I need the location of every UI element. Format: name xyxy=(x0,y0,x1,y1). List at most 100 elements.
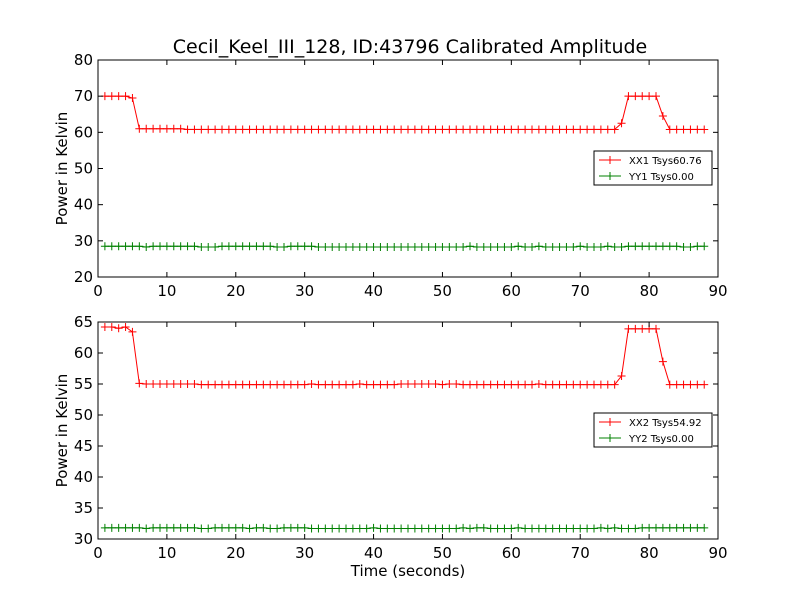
x-tick-label: 0 xyxy=(93,282,103,300)
data-point xyxy=(672,242,681,251)
data-point xyxy=(252,125,261,134)
data-point xyxy=(596,523,605,532)
data-point xyxy=(452,125,461,134)
data-point xyxy=(321,242,330,251)
data-point xyxy=(100,242,109,251)
data-point xyxy=(548,125,557,134)
data-point xyxy=(410,242,419,251)
y-tick-label: 60 xyxy=(74,123,93,141)
data-point xyxy=(342,125,350,134)
data-point xyxy=(479,523,488,532)
data-point xyxy=(176,380,185,388)
data-point xyxy=(397,242,406,251)
data-point xyxy=(328,125,337,134)
data-point xyxy=(197,380,206,389)
legend-box xyxy=(593,150,713,186)
data-point xyxy=(211,125,220,134)
data-point xyxy=(286,242,295,251)
data-point xyxy=(610,380,619,389)
data-point xyxy=(342,524,350,533)
data-point xyxy=(135,379,144,388)
data-point xyxy=(624,324,633,333)
data-point xyxy=(355,524,364,533)
data-point xyxy=(135,523,144,532)
data-point xyxy=(438,524,447,533)
data-point xyxy=(176,523,185,532)
x-tick-label: 70 xyxy=(571,544,590,562)
x-tick-label: 30 xyxy=(295,282,314,300)
data-point xyxy=(479,125,488,134)
x-tick-label: 40 xyxy=(364,544,383,562)
data-point xyxy=(362,524,371,533)
data-point xyxy=(445,125,454,134)
data-point xyxy=(218,125,226,134)
data-point xyxy=(211,242,220,251)
data-point xyxy=(383,125,392,134)
data-point xyxy=(466,125,474,134)
series-yy2 xyxy=(100,523,709,533)
data-point xyxy=(431,524,440,533)
legend-entry: XX1 Tsys60.76 xyxy=(629,156,702,167)
data-point xyxy=(466,524,474,533)
data-point xyxy=(245,125,254,134)
data-point xyxy=(107,523,116,532)
legend: XX1 Tsys60.76 YY1 Tsys0.00 xyxy=(593,150,713,186)
data-point xyxy=(259,380,268,389)
data-point xyxy=(404,242,412,251)
data-point xyxy=(658,523,667,532)
data-point xyxy=(224,380,233,389)
data-point xyxy=(224,523,233,532)
data-point xyxy=(307,380,316,388)
data-point xyxy=(521,380,530,389)
data-point xyxy=(555,380,564,389)
data-point xyxy=(286,380,295,389)
data-point xyxy=(107,242,116,251)
data-point xyxy=(686,125,695,134)
data-point xyxy=(596,242,605,251)
data-point xyxy=(652,324,660,333)
data-point xyxy=(321,524,330,533)
data-point xyxy=(596,380,605,389)
data-point xyxy=(624,524,633,533)
data-point xyxy=(231,380,240,389)
data-point xyxy=(107,322,116,331)
data-point xyxy=(466,380,474,389)
data-point xyxy=(142,124,151,133)
data-point xyxy=(183,125,192,134)
data-point xyxy=(583,242,592,251)
data-point xyxy=(610,242,619,251)
data-point xyxy=(541,125,550,134)
data-point xyxy=(128,327,137,336)
x-tick-label: 10 xyxy=(157,282,176,300)
data-point xyxy=(266,242,275,251)
subplot-bottom: 0 10 20 30 40 50 60 70 80 90 30 35 40 45 50 55 60 65 Power… xyxy=(53,313,728,580)
data-point xyxy=(156,124,164,133)
data-point xyxy=(521,524,530,533)
data-point xyxy=(603,524,612,533)
data-point xyxy=(493,380,502,389)
data-point xyxy=(383,524,392,533)
data-point xyxy=(245,524,254,533)
data-point xyxy=(314,125,323,134)
data-point xyxy=(652,92,660,101)
data-point xyxy=(583,380,592,389)
data-point xyxy=(335,242,344,251)
data-point xyxy=(149,380,158,388)
data-point xyxy=(142,380,151,388)
x-tick-label: 80 xyxy=(640,544,659,562)
y-tick-label: 50 xyxy=(74,406,93,424)
data-point xyxy=(665,523,674,532)
data-point xyxy=(472,380,481,389)
data-point xyxy=(348,524,357,533)
x-tick-label: 90 xyxy=(708,282,727,300)
data-point xyxy=(300,242,309,251)
data-point xyxy=(459,125,468,134)
data-point xyxy=(603,380,612,389)
data-point xyxy=(348,242,357,251)
data-point xyxy=(562,242,571,251)
data-point xyxy=(397,380,406,388)
data-point xyxy=(417,242,426,251)
data-point xyxy=(493,125,502,134)
data-point xyxy=(479,242,488,251)
data-point xyxy=(390,242,399,251)
